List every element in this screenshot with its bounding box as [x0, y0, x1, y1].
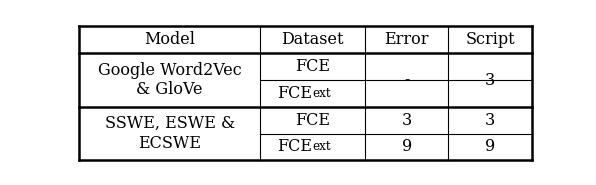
Text: 9: 9	[485, 139, 495, 155]
Text: Script: Script	[465, 31, 515, 48]
Text: -: -	[404, 72, 409, 89]
Text: Model: Model	[144, 31, 195, 48]
Text: FCE: FCE	[278, 85, 312, 102]
Text: 3: 3	[402, 112, 412, 129]
Text: Error: Error	[384, 31, 429, 48]
Text: SSWE, ESWE &
ECSWE: SSWE, ESWE & ECSWE	[104, 115, 235, 152]
Text: ext: ext	[312, 140, 331, 154]
Text: 9: 9	[402, 139, 412, 155]
Text: 3: 3	[485, 72, 495, 89]
Text: FCE: FCE	[295, 58, 330, 75]
Text: 3: 3	[485, 112, 495, 129]
Text: FCE: FCE	[278, 139, 312, 155]
Text: ext: ext	[312, 87, 331, 100]
Text: Google Word2Vec
& GloVe: Google Word2Vec & GloVe	[98, 62, 241, 98]
Text: Dataset: Dataset	[281, 31, 344, 48]
Text: FCE: FCE	[295, 112, 330, 129]
